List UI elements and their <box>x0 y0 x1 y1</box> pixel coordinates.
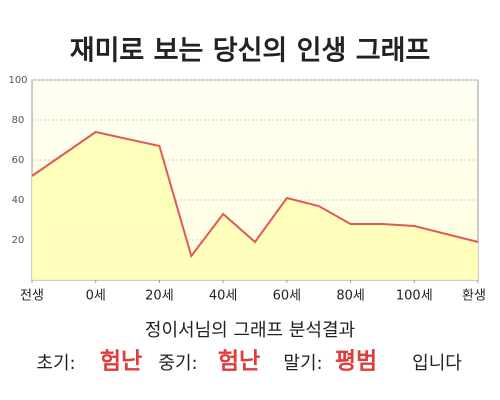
y-tick-label: 80 <box>12 115 25 126</box>
y-tick-label: 100 <box>8 75 27 86</box>
line <box>31 130 479 259</box>
result-value: 험난 <box>100 349 142 375</box>
area <box>32 132 478 280</box>
x-tick-label: 80세 <box>336 289 365 304</box>
x-tick-label: 20세 <box>145 289 174 304</box>
y-tick-label: 20 <box>12 235 25 246</box>
result-value: 험난 <box>218 349 260 375</box>
y-tick-label: 40 <box>12 195 25 206</box>
x-tick-label: 60세 <box>273 289 302 304</box>
x-tick-label: 전생 <box>20 289 44 304</box>
x-tick-label: 0세 <box>86 289 106 304</box>
y-tick-label: 60 <box>12 155 25 166</box>
x-tick-label: 환생 <box>462 289 486 304</box>
result-label: 중기: <box>158 353 197 374</box>
result-heading: 정이서님의 그래프 분석결과 <box>145 320 355 341</box>
x-tick-label: 100세 <box>396 289 433 304</box>
x-tick-label: 40세 <box>209 289 238 304</box>
chart-title: 재미로 보는 당신의 인생 그래프 <box>70 36 431 67</box>
result-value: 평범 <box>335 349 377 375</box>
result-label: 말기: <box>283 353 322 374</box>
result-label: 초기: <box>36 353 75 374</box>
result-suffix: 입니다 <box>412 353 462 374</box>
